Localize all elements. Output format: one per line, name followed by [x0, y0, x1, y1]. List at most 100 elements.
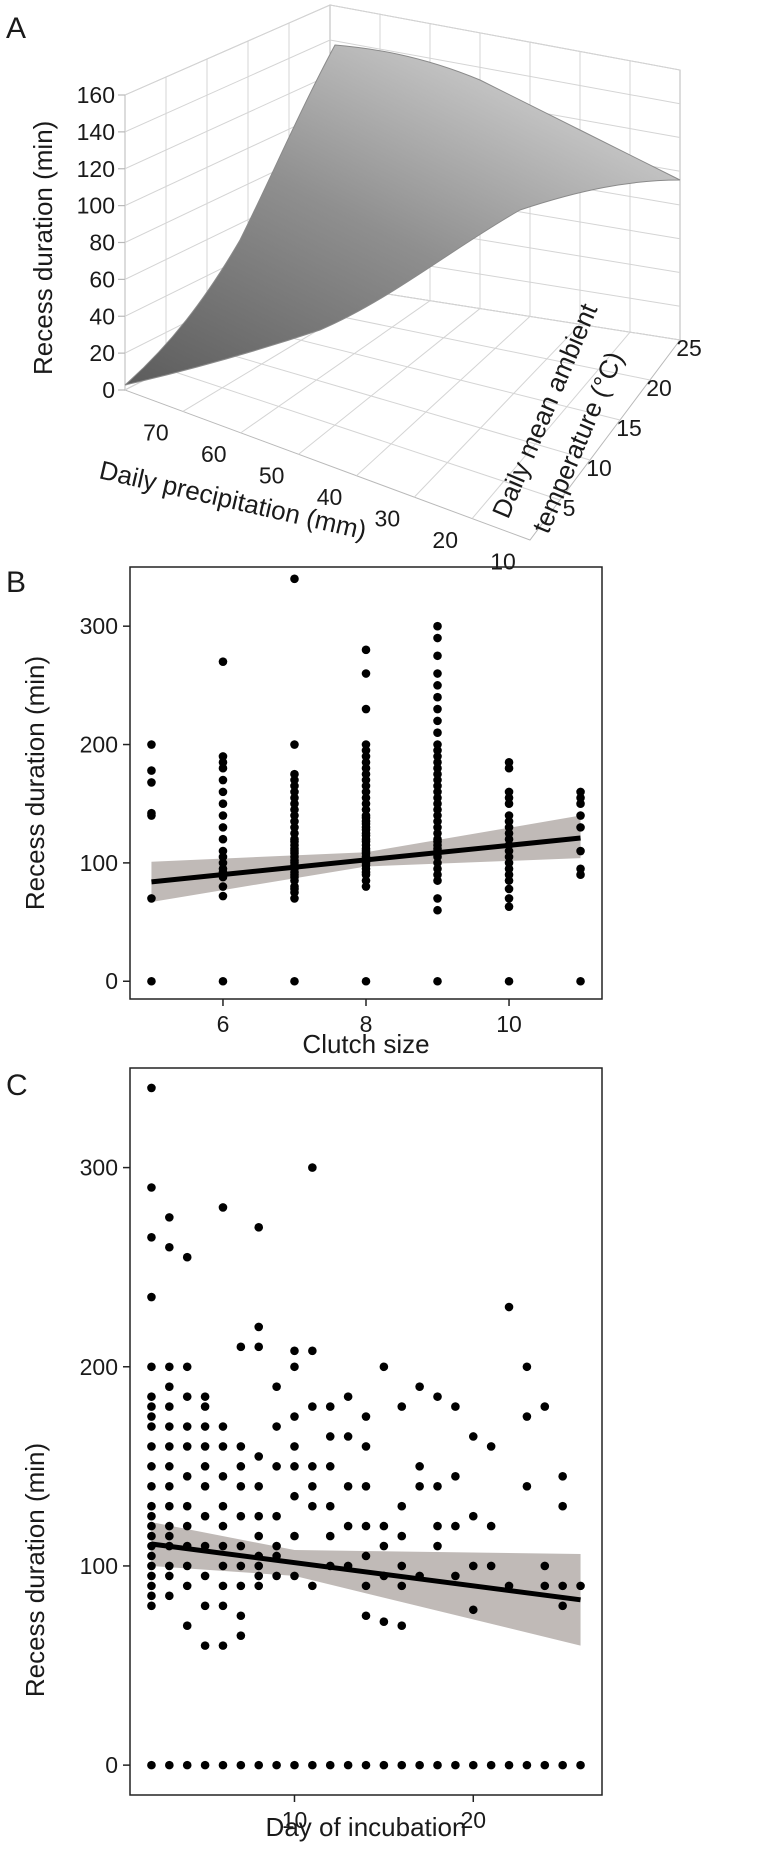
data-point [433, 746, 442, 755]
x-axis-title-c: Day of incubation [266, 1812, 467, 1842]
data-point [397, 1621, 407, 1630]
data-point [576, 793, 585, 803]
data-point [361, 1481, 371, 1491]
data-point [468, 1511, 478, 1521]
data-point [147, 1551, 156, 1561]
data-point [504, 976, 514, 986]
data-point [451, 1760, 460, 1770]
data-point [361, 1412, 371, 1421]
data-point [415, 1462, 424, 1471]
data-point [147, 1292, 156, 1302]
data-point [200, 1392, 210, 1401]
x-tick-label: 30 [375, 505, 401, 531]
data-point [218, 852, 228, 862]
data-point [147, 1601, 156, 1611]
data-point [308, 1163, 317, 1172]
data-point [290, 1491, 299, 1501]
data-point [182, 1442, 192, 1451]
data-point [433, 1392, 442, 1401]
data-point [433, 894, 442, 903]
data-point [290, 829, 299, 838]
y-tick-label: 20 [646, 375, 672, 401]
data-point [272, 1760, 281, 1770]
data-point [218, 823, 228, 832]
data-point [504, 757, 514, 767]
x-tick-label: 10 [282, 1807, 308, 1833]
data-point [165, 1521, 174, 1531]
data-point [236, 1442, 246, 1451]
data-point [308, 1346, 317, 1356]
data-point [361, 787, 371, 797]
data-point [254, 1452, 264, 1461]
data-point [290, 817, 299, 826]
data-point [576, 1760, 585, 1770]
data-point [290, 574, 299, 584]
data-point [165, 1242, 174, 1252]
data-point [433, 728, 442, 737]
data-point [361, 757, 371, 767]
data-point [182, 1501, 192, 1511]
data-point [254, 1481, 264, 1491]
data-point [200, 1541, 210, 1551]
data-point [361, 645, 371, 655]
x-tick-label: 70 [143, 420, 169, 446]
data-point [308, 1402, 317, 1411]
data-point [254, 1571, 264, 1581]
data-point [147, 1571, 156, 1581]
data-point [147, 1412, 156, 1421]
data-point [182, 1621, 192, 1630]
data-point [361, 752, 371, 761]
data-point [182, 1392, 192, 1401]
x-tick-label: 10 [496, 1011, 522, 1037]
data-point [379, 1541, 389, 1551]
y-tick-label: 300 [80, 613, 118, 639]
data-point [165, 1402, 174, 1411]
data-point [433, 976, 442, 986]
z-tick-label: 160 [77, 82, 115, 108]
data-point [218, 757, 228, 767]
data-point [254, 1223, 264, 1232]
data-point [272, 1571, 281, 1581]
data-point [361, 769, 371, 779]
data-point [504, 817, 514, 826]
data-point [236, 1561, 246, 1571]
data-point [165, 1382, 174, 1391]
data-point [504, 864, 514, 874]
data-point [397, 1501, 407, 1511]
data-point [343, 1432, 353, 1441]
data-point [433, 781, 442, 791]
grid-line-floor [298, 308, 481, 455]
data-point [218, 775, 228, 785]
y-tick-label: 200 [80, 732, 118, 758]
data-point [504, 1760, 514, 1770]
data-point [218, 799, 228, 809]
y-tick-label: 5 [563, 495, 576, 521]
data-point [147, 1581, 156, 1591]
data-point [218, 1501, 228, 1511]
data-point [290, 1462, 299, 1471]
data-point [468, 1561, 478, 1571]
data-point [147, 1531, 156, 1541]
data-point [576, 799, 585, 809]
data-point [325, 1462, 335, 1471]
data-point [290, 740, 299, 749]
panel-b-label: B [6, 566, 26, 599]
data-point [433, 799, 442, 809]
data-point [218, 1561, 228, 1571]
data-point [147, 1362, 156, 1372]
data-point [165, 1362, 174, 1372]
data-point [236, 1342, 246, 1352]
data-point [218, 763, 228, 773]
data-point [433, 775, 442, 785]
data-point [540, 1581, 550, 1591]
data-point [433, 864, 442, 874]
data-point [468, 1605, 478, 1615]
data-point [361, 775, 371, 785]
data-point [433, 905, 442, 915]
x-axis-title-b: Clutch size [302, 1029, 429, 1059]
data-point [397, 1402, 407, 1411]
data-point [165, 1531, 174, 1541]
data-point [147, 766, 156, 775]
data-point [361, 805, 371, 814]
data-point [290, 1571, 299, 1581]
